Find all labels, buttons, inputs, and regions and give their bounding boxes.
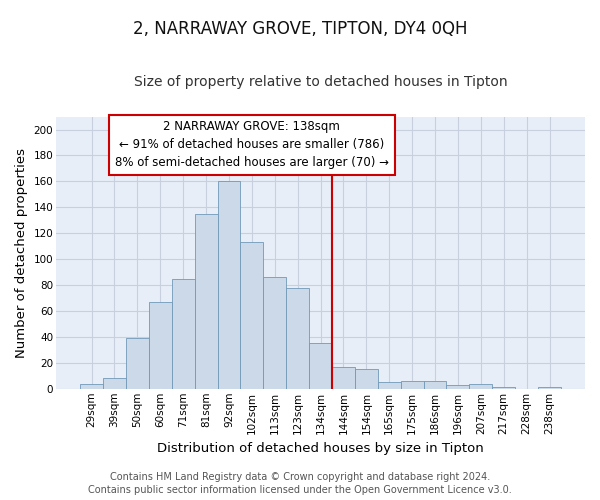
Bar: [378, 382, 401, 389]
Bar: [241, 242, 263, 389]
Bar: [126, 338, 149, 389]
Bar: [172, 278, 194, 389]
Text: 2 NARRAWAY GROVE: 138sqm
← 91% of detached houses are smaller (786)
8% of semi-d: 2 NARRAWAY GROVE: 138sqm ← 91% of detach…: [115, 120, 389, 170]
Bar: [401, 381, 424, 389]
Bar: [286, 288, 309, 389]
Title: Size of property relative to detached houses in Tipton: Size of property relative to detached ho…: [134, 75, 508, 89]
Bar: [194, 214, 218, 389]
Bar: [355, 370, 378, 389]
Bar: [424, 381, 446, 389]
Bar: [492, 388, 515, 389]
Text: Contains HM Land Registry data © Crown copyright and database right 2024.
Contai: Contains HM Land Registry data © Crown c…: [88, 472, 512, 495]
Bar: [103, 378, 126, 389]
Bar: [538, 388, 561, 389]
Y-axis label: Number of detached properties: Number of detached properties: [15, 148, 28, 358]
Bar: [218, 182, 241, 389]
Bar: [446, 385, 469, 389]
Bar: [469, 384, 492, 389]
Bar: [263, 278, 286, 389]
Bar: [332, 366, 355, 389]
Bar: [80, 384, 103, 389]
Bar: [149, 302, 172, 389]
Text: 2, NARRAWAY GROVE, TIPTON, DY4 0QH: 2, NARRAWAY GROVE, TIPTON, DY4 0QH: [133, 20, 467, 38]
Bar: [309, 344, 332, 389]
X-axis label: Distribution of detached houses by size in Tipton: Distribution of detached houses by size …: [157, 442, 484, 455]
